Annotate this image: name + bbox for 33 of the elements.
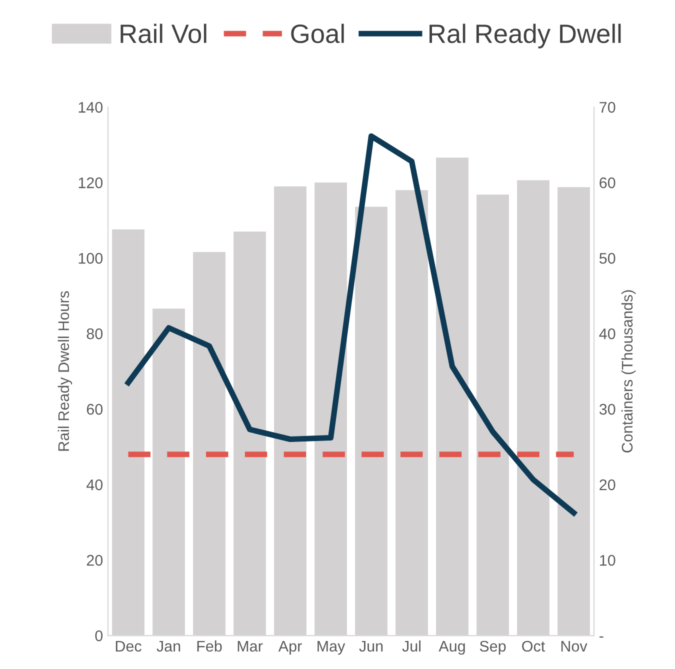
x-tick-label: Aug bbox=[438, 640, 465, 655]
x-tick-label: Jan bbox=[156, 640, 180, 652]
y2-axis-title: Containers (Thousands) bbox=[621, 290, 636, 452]
y2-tick-label: 60 bbox=[600, 177, 616, 188]
x-tick-label: May bbox=[318, 640, 346, 655]
y-tick-label: 140 bbox=[78, 102, 103, 113]
y-tick-label: 120 bbox=[78, 177, 103, 188]
y2-tick-label: - bbox=[600, 636, 604, 638]
legend-label: Goal bbox=[291, 24, 344, 44]
y-tick-label: 20 bbox=[86, 554, 103, 566]
y-tick-label: 80 bbox=[86, 328, 103, 340]
x-tick-label: Oct bbox=[522, 640, 546, 652]
legend-label: Ral Ready Dwell bbox=[430, 24, 621, 48]
x-tick-label: Mar bbox=[238, 640, 263, 652]
y2-tick-label: 30 bbox=[599, 404, 616, 415]
x-tick-label: Apr bbox=[278, 640, 302, 655]
y2-tick-label: 70 bbox=[600, 102, 616, 113]
x-tick-label: Sep bbox=[480, 640, 506, 655]
y-tick-label: 40 bbox=[86, 479, 103, 490]
y-tick-label: 60 bbox=[86, 404, 103, 415]
x-tick-label: Feb bbox=[197, 640, 222, 652]
legend-label: Rail Vol bbox=[120, 24, 206, 44]
y2-tick-label: 20 bbox=[600, 479, 616, 490]
y2-tick-label: 50 bbox=[599, 252, 616, 264]
y-tick-label: 0 bbox=[95, 630, 103, 642]
x-tick-label: Dec bbox=[116, 640, 142, 652]
y2-tick-label: 40 bbox=[599, 328, 616, 340]
x-tick-label: Jul bbox=[402, 640, 420, 652]
x-tick-label: Nov bbox=[561, 640, 588, 652]
y2-tick-label: 10 bbox=[600, 554, 616, 566]
y-tick-label: 100 bbox=[78, 252, 103, 264]
y-axis-title: Rail Ready Dwell Hours bbox=[58, 291, 72, 451]
x-tick-label: Jun bbox=[359, 640, 383, 652]
